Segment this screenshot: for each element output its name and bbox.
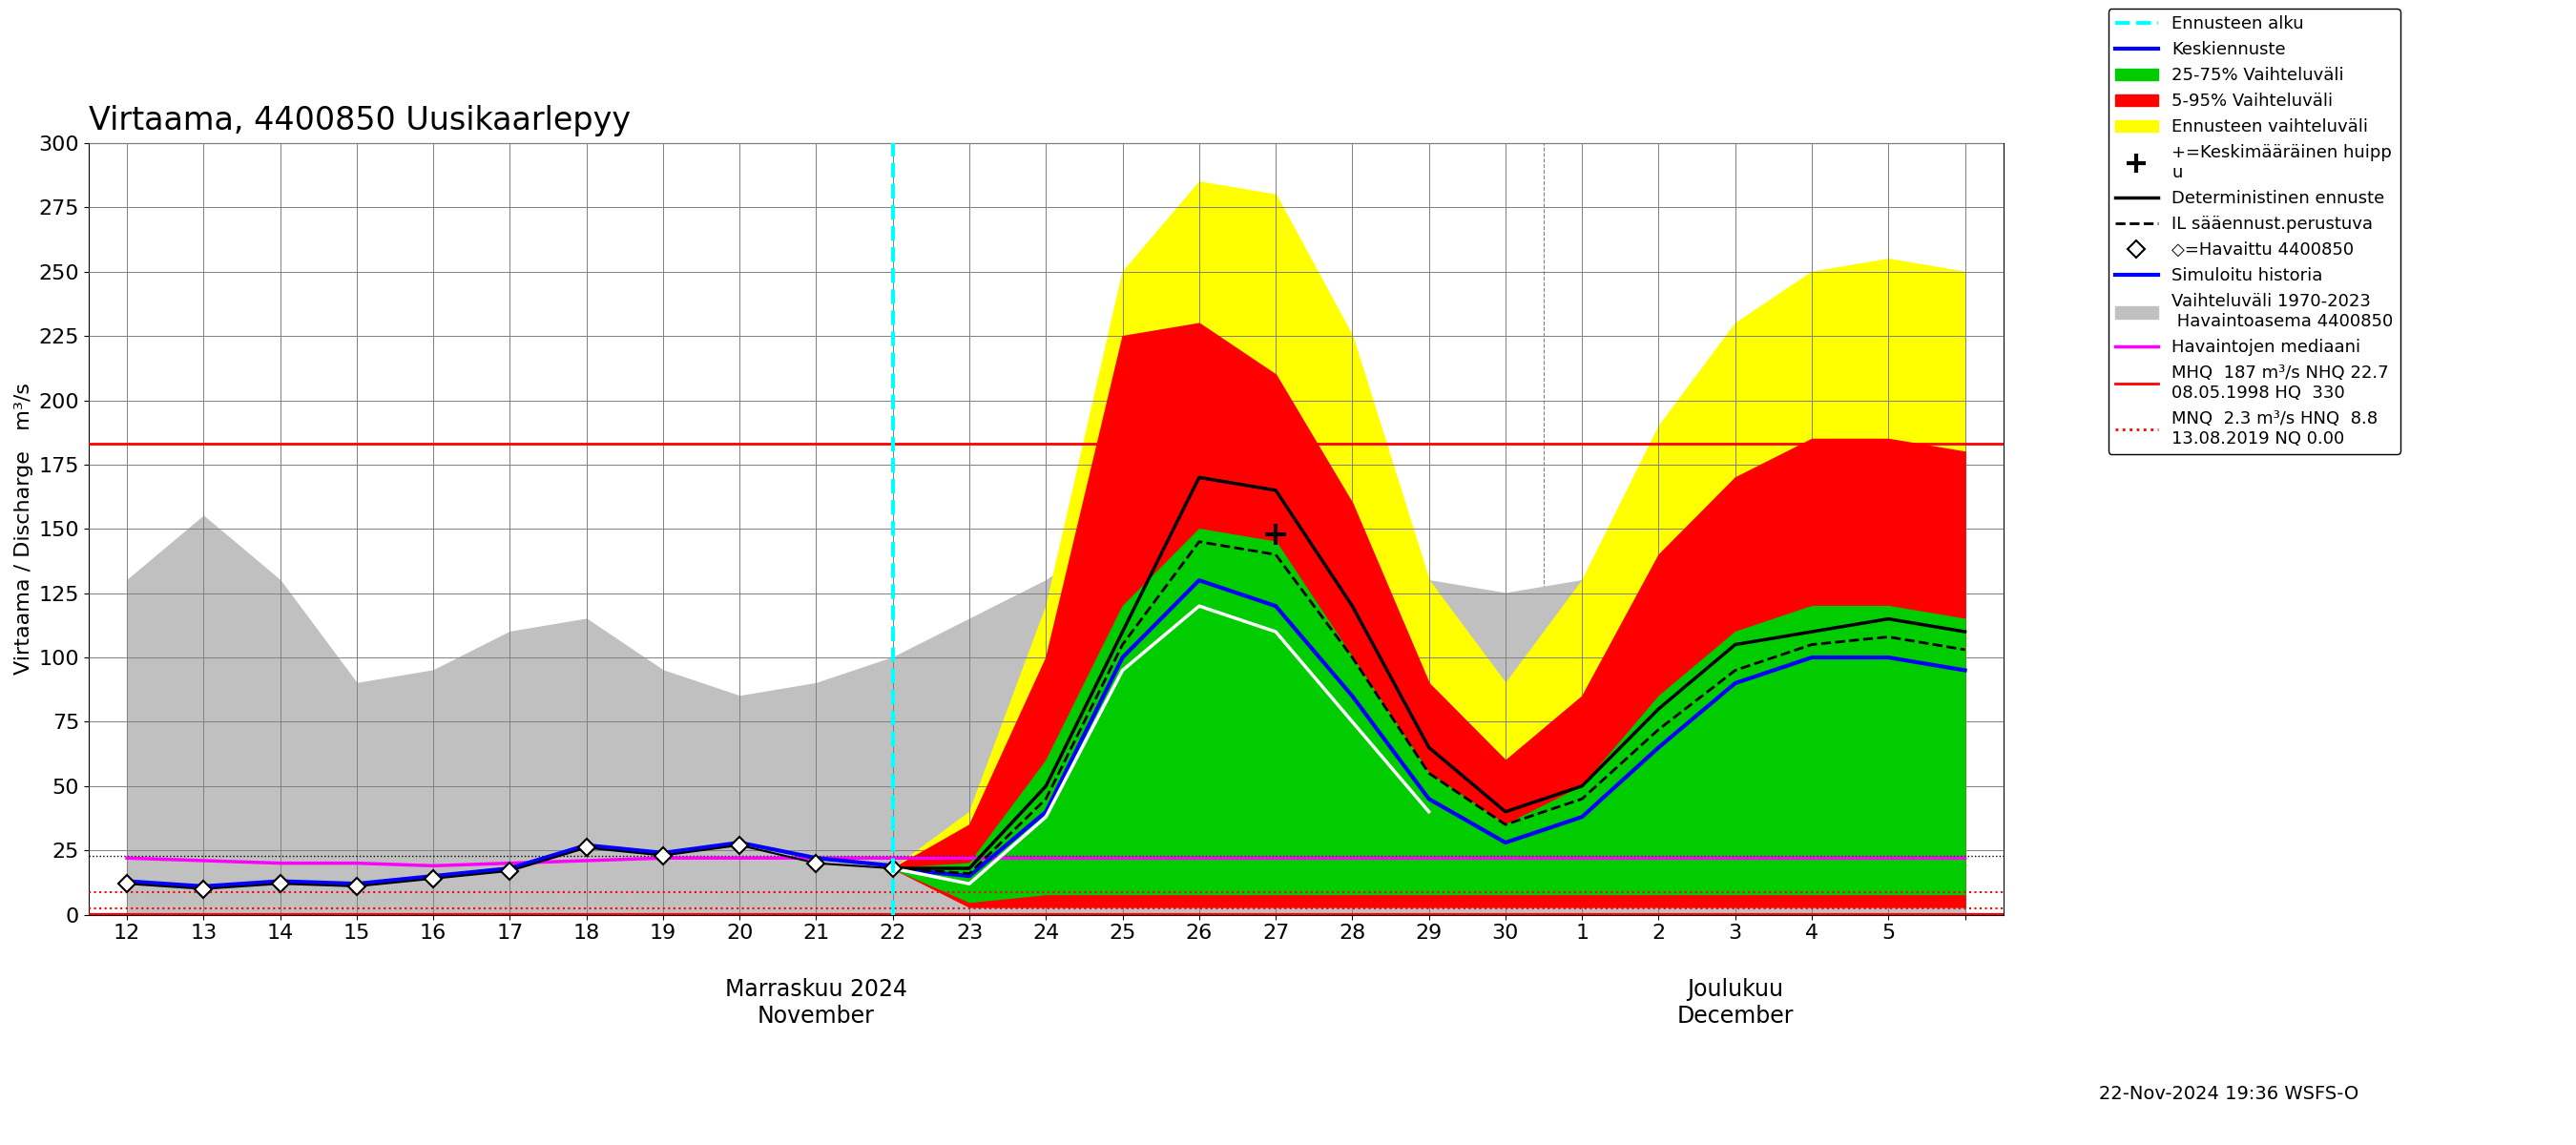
Y-axis label: Virtaama / Discharge   m³/s: Virtaama / Discharge m³/s <box>15 382 33 674</box>
Text: December: December <box>1677 1005 1793 1028</box>
Text: Marraskuu 2024: Marraskuu 2024 <box>724 978 907 1001</box>
Legend: Ennusteen alku, Keskiennuste, 25-75% Vaihteluväli, 5-95% Vaihteluväli, Ennusteen: Ennusteen alku, Keskiennuste, 25-75% Vai… <box>2107 9 2401 455</box>
Text: 22-Nov-2024 19:36 WSFS-O: 22-Nov-2024 19:36 WSFS-O <box>2099 1085 2360 1103</box>
Text: Virtaama, 4400850 Uusikaarlepyy: Virtaama, 4400850 Uusikaarlepyy <box>88 105 631 136</box>
Text: Joulukuu: Joulukuu <box>1687 978 1783 1001</box>
Text: November: November <box>757 1005 876 1028</box>
